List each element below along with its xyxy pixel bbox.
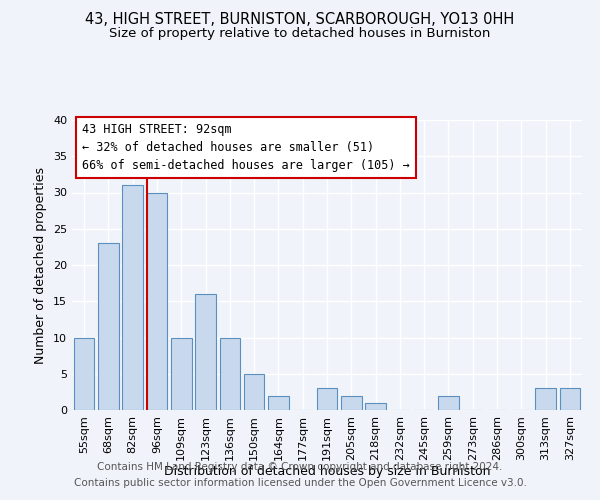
Text: Contains HM Land Registry data © Crown copyright and database right 2024.: Contains HM Land Registry data © Crown c…: [97, 462, 503, 472]
Text: Size of property relative to detached houses in Burniston: Size of property relative to detached ho…: [109, 28, 491, 40]
Bar: [365, 403, 386, 410]
Bar: [438, 396, 459, 410]
Bar: [560, 388, 580, 410]
Bar: [317, 388, 337, 410]
Bar: [74, 338, 94, 410]
Text: 43 HIGH STREET: 92sqm
← 32% of detached houses are smaller (51)
66% of semi-deta: 43 HIGH STREET: 92sqm ← 32% of detached …: [82, 123, 410, 172]
Bar: [98, 244, 119, 410]
Bar: [341, 396, 362, 410]
Bar: [122, 185, 143, 410]
X-axis label: Distribution of detached houses by size in Burniston: Distribution of detached houses by size …: [164, 466, 490, 478]
Bar: [171, 338, 191, 410]
Bar: [195, 294, 216, 410]
Bar: [268, 396, 289, 410]
Text: 43, HIGH STREET, BURNISTON, SCARBOROUGH, YO13 0HH: 43, HIGH STREET, BURNISTON, SCARBOROUGH,…: [85, 12, 515, 28]
Bar: [146, 192, 167, 410]
Text: Contains public sector information licensed under the Open Government Licence v3: Contains public sector information licen…: [74, 478, 526, 488]
Bar: [220, 338, 240, 410]
Y-axis label: Number of detached properties: Number of detached properties: [34, 166, 47, 364]
Bar: [244, 374, 265, 410]
Bar: [535, 388, 556, 410]
